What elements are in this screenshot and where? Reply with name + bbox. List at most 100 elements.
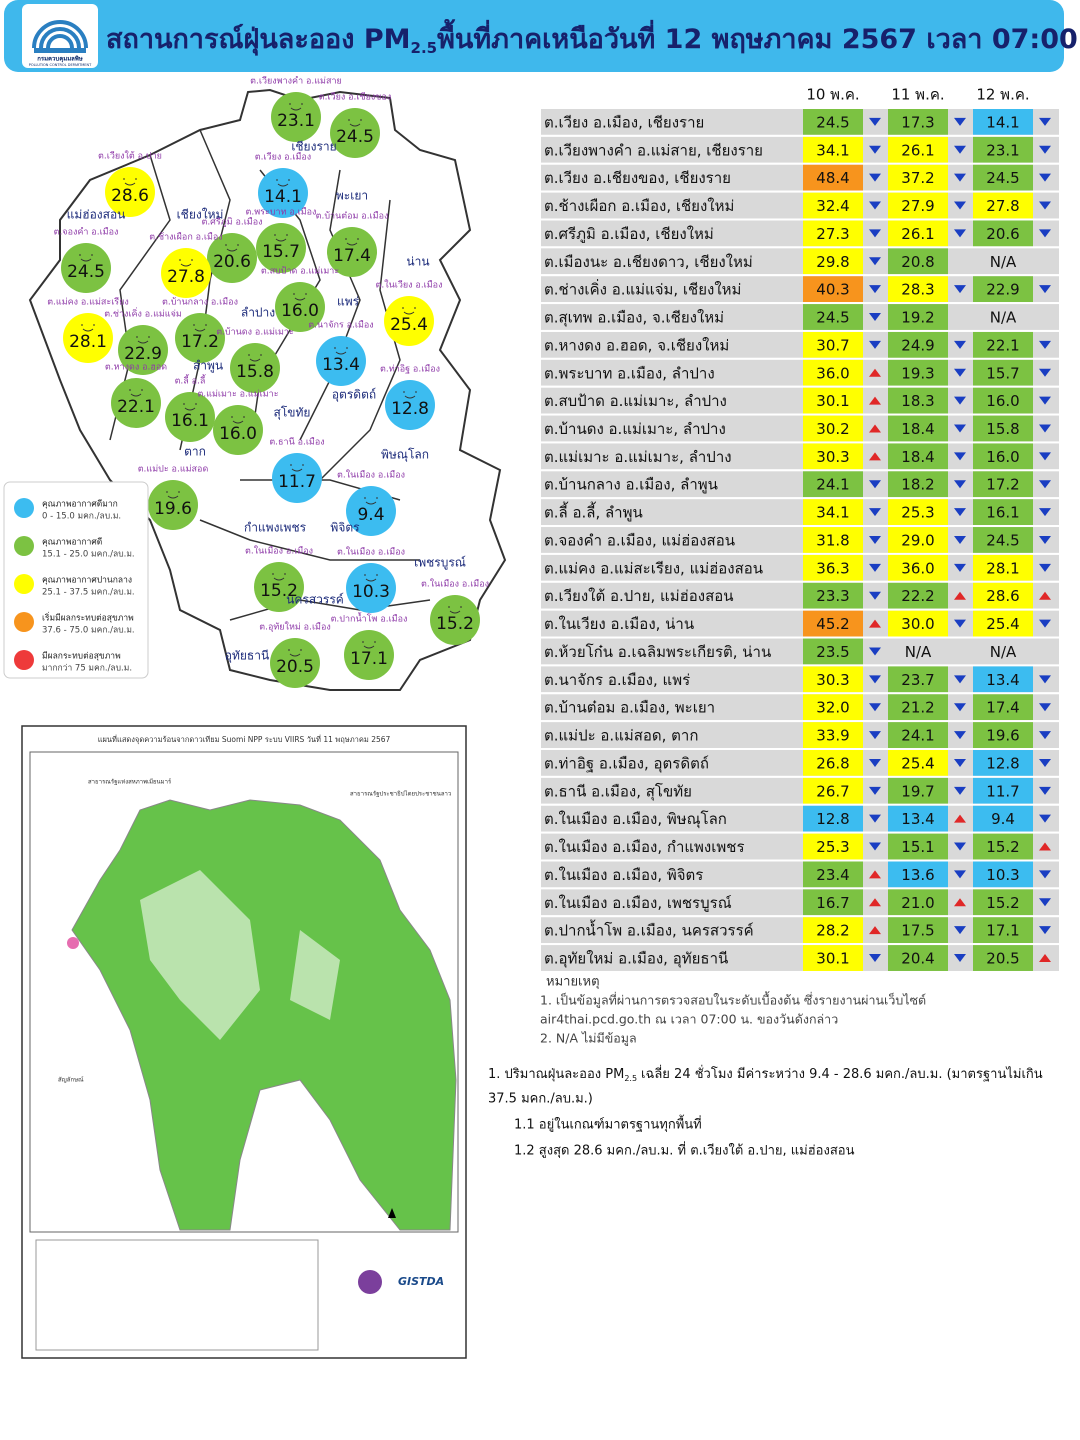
trend-down (869, 647, 881, 656)
value-cell (973, 945, 1033, 971)
cell-value: 31.8 (816, 531, 849, 549)
trend-up (954, 898, 966, 907)
bubble-face (79, 254, 93, 262)
value-cell (803, 805, 863, 832)
value-cell (803, 164, 863, 191)
station-name: ต.อุทัยใหม่ อ.เมือง, อุทัยธานี (544, 950, 728, 969)
value-cell (973, 471, 1033, 498)
summary-prefix: 1. ปริมาณฝุ่นละออง PM (488, 1067, 624, 1082)
cell-value: 25.3 (901, 504, 934, 522)
cell-value: 34.1 (816, 504, 849, 522)
bubble (430, 595, 480, 645)
cell-value: 36.0 (816, 364, 849, 382)
bubble (330, 108, 380, 158)
station-label: ต.แม่ปะ อ.แม่สอด (138, 465, 209, 475)
cell-value: 20.4 (901, 950, 934, 968)
bubble-face (364, 574, 378, 582)
trend-down (954, 368, 966, 377)
trend-down (869, 340, 881, 349)
bubble-value: 28.6 (111, 186, 149, 206)
bubble (111, 378, 161, 428)
bubble-value: 22.9 (124, 344, 162, 364)
trend-down (869, 758, 881, 767)
map-bubbles: ต.เวียงพางคำ อ.แม่สาย 23.1 ต.เวียง อ.เชียง… (47, 76, 489, 688)
bubble-value: 24.5 (67, 262, 105, 282)
legend-box (3, 481, 149, 679)
trend-down (1039, 201, 1051, 210)
cell-value: 22.2 (901, 587, 934, 605)
trend-down (1039, 340, 1051, 349)
station-label: ต.ศรีภูมิ อ.เมือง (201, 217, 262, 228)
legend-range: 25.1 - 37.5 มคก./ลบ.ม. (42, 588, 135, 598)
legend-label: คุณภาพอากาศปานกลาง (42, 576, 132, 586)
bubble-face (290, 464, 304, 472)
cell-value: 30.1 (816, 392, 849, 410)
bubble (384, 296, 434, 346)
province-label: เพชรบูรณ์ (414, 556, 466, 571)
value-cell (803, 861, 863, 888)
trend-up (954, 591, 966, 600)
trend-up (869, 870, 881, 879)
bubble-face (272, 573, 286, 581)
cell-value: 28.3 (901, 281, 934, 299)
trend-down (869, 285, 881, 294)
trend-down (1039, 814, 1051, 823)
value-cell (803, 610, 863, 637)
cell-value: 12.8 (986, 754, 1019, 772)
cell-value: 30.3 (816, 671, 849, 689)
value-cell (888, 248, 948, 275)
cell-value: 21.2 (901, 699, 934, 717)
value-cell (973, 527, 1033, 553)
legend-swatch (14, 536, 34, 556)
note-line: 1. เป็นข้อมูลที่ผ่านการตรวจสอบในระดับเบื… (540, 991, 926, 1009)
province-label: นครสวรรค์ (286, 593, 344, 607)
value-cell (973, 359, 1033, 386)
cell-value: 30.3 (816, 448, 849, 466)
cell-value: 10.3 (986, 866, 1019, 884)
trend-down (954, 703, 966, 712)
value-cell (803, 248, 863, 275)
province-label: เชียงราย (291, 140, 336, 154)
station-label: ต.ช่างเคิ่ง อ.แม่แจ่ม (104, 307, 182, 320)
value-cell (803, 722, 863, 749)
trend-down (1039, 117, 1051, 126)
legend-label: คุณภาพอากาศดี (42, 537, 102, 548)
value-cell (973, 276, 1033, 303)
legend: คุณภาพอากาศดีมาก 0 - 15.0 มคก./ลบ.ม. คุณภา… (14, 498, 135, 674)
cell-value: 16.7 (816, 894, 849, 912)
station-label: ต.ปากน้ำโพ อ.เมือง (331, 612, 408, 625)
bubble (256, 223, 306, 273)
station-label: ต.พระบาท อ.เมือง (246, 207, 317, 218)
value-cell (803, 527, 863, 553)
trend-down (1039, 731, 1051, 740)
bubble (272, 453, 322, 503)
station-name: ต.ท่าอิฐ อ.เมือง, อุตรดิตถ์ (544, 754, 709, 773)
province-label: ลำปาง (241, 306, 275, 320)
bubble-value: 16.1 (171, 411, 209, 431)
province-label: สุโขทัย (274, 406, 311, 421)
column-header: 12 พ.ค. (976, 86, 1029, 104)
cell-value: N/A (990, 643, 1017, 661)
value-cell (888, 359, 948, 386)
cell-value: 13.4 (901, 810, 934, 828)
cell-value: 23.7 (901, 671, 934, 689)
station-name: ต.ในเมือง อ.เมือง, พิษณุโลก (544, 810, 727, 829)
value-cell (888, 331, 948, 358)
trend-up (954, 814, 966, 823)
value-cell (803, 443, 863, 470)
bubble-face (402, 307, 416, 315)
station-label: ต.ในเมือง อ.เมือง (421, 579, 489, 590)
cell-value: 25.3 (816, 838, 849, 856)
trend-down (1039, 285, 1051, 294)
cell-value: 20.5 (986, 950, 1019, 968)
cell-value: 15.2 (986, 838, 1019, 856)
summary-suffix: เฉลี่ย 24 ชั่วโมง มีค่าระหว่าง 9.4 - 28.… (641, 1065, 1043, 1082)
station-name: ต.ช้างเผือก อ.เมือง, เชียงใหม่ (544, 197, 734, 215)
column-header: 10 พ.ค. (806, 86, 859, 104)
title-prefix: สถานการณ์ฝุ่นละออง PM (106, 23, 411, 56)
cell-value: 19.3 (901, 364, 934, 382)
trend-down (1039, 619, 1051, 628)
bubble (254, 562, 304, 612)
province-label: น่าน (406, 255, 429, 269)
